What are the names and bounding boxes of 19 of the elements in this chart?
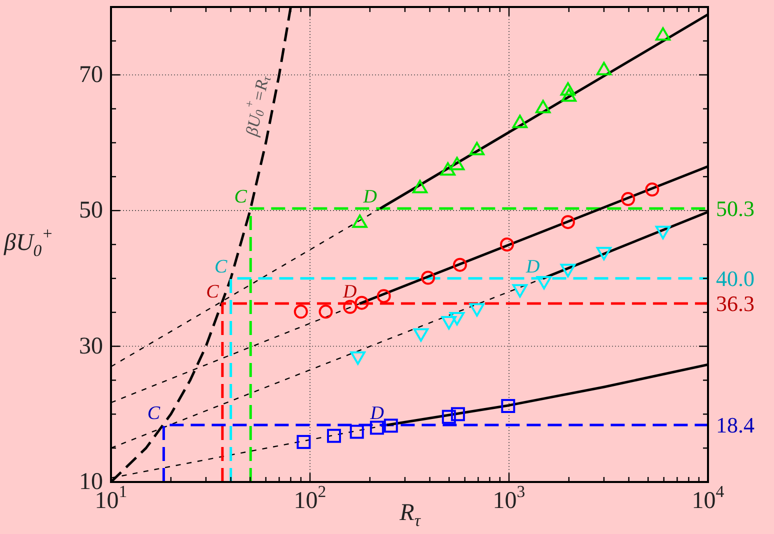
annotation: D [362,186,378,208]
series-label: 36.3 [716,291,754,316]
y-tick-label: 50 [79,198,103,224]
series-label: 18.4 [716,412,754,438]
annotation: C [206,281,220,302]
series-label: 40.0 [716,266,754,291]
annotation: C [214,256,228,277]
annotation: D [342,281,357,302]
annotation: D [525,256,540,277]
annotation: C [234,186,248,208]
x-tick-label: 10$^{4}$ [692,482,725,514]
annotation: D [369,402,384,424]
y-tick-label: 70 [79,62,103,88]
annotation: C [147,402,160,424]
x-axis-title: R$_{τ}$ [398,500,422,530]
x-tick-label: 10$^{2}$ [294,482,326,514]
series-label: 50.3 [716,196,754,222]
y-tick-label: 30 [79,333,103,360]
x-tick-label: 10$^{3}$ [492,482,526,514]
